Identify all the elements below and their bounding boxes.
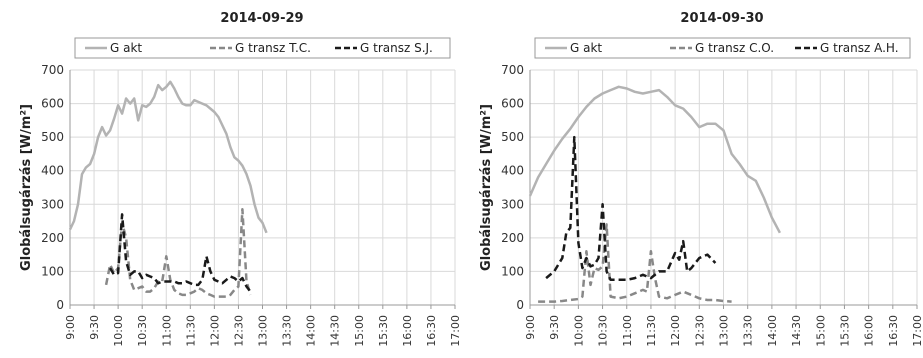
y-tick-label: 100 — [41, 264, 64, 278]
y-tick-label: 500 — [41, 130, 64, 144]
x-tick-label: 16:00 — [401, 315, 414, 347]
chart-panel-1: 2014-09-29 0 100 200 300 400 500 600 700 9:00 9:30… — [19, 11, 462, 347]
series-line-1 — [528, 85, 782, 234]
y-tick-label: 600 — [501, 97, 524, 111]
x-tick-label: 9:30 — [88, 315, 101, 340]
y-tick-label: 300 — [41, 197, 64, 211]
x-tick-label: 10:30 — [136, 315, 149, 347]
x-tick-label: 13:00 — [257, 315, 270, 347]
legend-label: G transz T.C. — [235, 41, 311, 55]
x-tick-label: 10:00 — [112, 315, 125, 347]
x-tick-label: 12:00 — [669, 315, 682, 347]
x-tick-label: 15:30 — [838, 315, 851, 347]
x-tick-label: 12:30 — [693, 315, 706, 347]
y-tick-label: 200 — [501, 231, 524, 245]
x-tick-label: 16:00 — [863, 315, 876, 347]
x-tick-label: 9:00 — [524, 315, 537, 340]
x-tick-label: 14:00 — [305, 315, 318, 347]
chart-title: 2014-09-30 — [680, 11, 763, 26]
y-tick-label: 300 — [501, 197, 524, 211]
x-tick-label: 14:00 — [766, 315, 779, 347]
x-tick-label: 11:00 — [160, 315, 173, 347]
legend-label: G transz S.J. — [360, 41, 433, 55]
y-tick-label: 100 — [501, 264, 524, 278]
legend-label: G transz A.H. — [820, 41, 899, 55]
chart-title: 2014-09-29 — [220, 11, 303, 26]
x-tick-label: 15:00 — [814, 315, 827, 347]
y-axis-label: Globálsugárzás [W/m²] — [479, 104, 494, 271]
series-line-1 — [68, 80, 268, 234]
y-tick-label: 0 — [56, 298, 64, 312]
x-tick-label: 9:30 — [548, 315, 561, 340]
x-tick-label: 10:30 — [597, 315, 610, 347]
x-tick-label: 17:00 — [449, 315, 462, 347]
x-tick-label: 16:30 — [887, 315, 900, 347]
x-tick-label: 11:00 — [621, 315, 634, 347]
x-tick-label: 15:00 — [353, 315, 366, 347]
x-tick-label: 12:30 — [232, 315, 245, 347]
y-axis-label: Globálsugárzás [W/m²] — [19, 104, 34, 271]
y-tick-label: 200 — [41, 231, 64, 245]
x-tick-label: 15:30 — [377, 315, 390, 347]
x-tick-label: 14:30 — [790, 315, 803, 347]
chart-panel-2: 2014-09-30 0 100 200 300 400 500 600 700 9:00 9:30… — [479, 11, 923, 347]
x-tick-label: 10:00 — [572, 315, 585, 347]
y-tick-label: 500 — [501, 130, 524, 144]
legend-label: G transz C.O. — [695, 41, 774, 55]
x-tick-label: 16:30 — [425, 315, 438, 347]
series-line-2 — [538, 223, 732, 303]
x-tick-label: 14:30 — [329, 315, 342, 347]
x-tick-label: 11:30 — [645, 315, 658, 347]
x-tick-label: 17:00 — [911, 315, 923, 347]
series-line-3 — [545, 135, 717, 282]
y-tick-label: 700 — [41, 63, 64, 77]
x-tick-label: 11:30 — [184, 315, 197, 347]
y-tick-label: 400 — [41, 164, 64, 178]
x-tick-label: 9:00 — [64, 315, 77, 340]
y-tick-label: 700 — [501, 63, 524, 77]
x-tick-label: 12:00 — [208, 315, 221, 347]
y-tick-label: 600 — [41, 97, 64, 111]
legend-box — [74, 37, 451, 59]
legend-box — [534, 37, 911, 59]
series-line-3 — [109, 213, 252, 293]
legend-label: G akt — [110, 41, 142, 55]
legend-label: G akt — [570, 41, 602, 55]
x-tick-label: 13:00 — [718, 315, 731, 347]
x-tick-label: 13:30 — [742, 315, 755, 347]
y-tick-label: 400 — [501, 164, 524, 178]
x-tick-label: 13:30 — [281, 315, 294, 347]
y-tick-label: 0 — [516, 298, 524, 312]
